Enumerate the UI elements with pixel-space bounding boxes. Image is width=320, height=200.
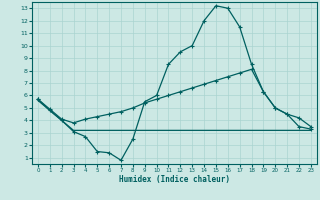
X-axis label: Humidex (Indice chaleur): Humidex (Indice chaleur) — [119, 175, 230, 184]
